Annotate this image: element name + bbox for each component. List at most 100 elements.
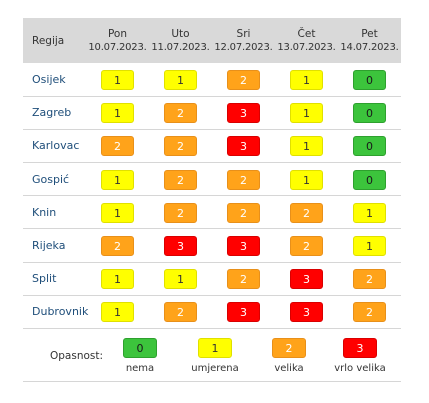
level-cell: 3 [212,129,275,164]
danger-level-badge: 2 [290,202,323,223]
region-column-header: Regija [32,34,65,47]
legend-item-high: 2 velika [254,338,324,374]
table-header-row: Regija Pon 10.07.2023. Uto 11.07.2023. Sri… [23,18,401,63]
danger-level-badge: 3 [227,236,260,257]
region-name[interactable]: Split [23,262,86,296]
danger-level-badge: 1 [164,269,197,290]
danger-level-badge: 2 [164,103,197,124]
danger-level-badge: 1 [290,136,323,157]
day-date: 13.07.2023. [277,41,336,53]
level-cell: 1 [149,63,212,97]
danger-level-badge: 0 [353,103,386,124]
level-cell: 0 [338,162,401,197]
region-name[interactable]: Knin [23,195,86,230]
table-row: Osijek 1 1 2 1 0 [23,63,401,97]
level-cell: 1 [86,295,149,330]
level-cell: 3 [212,228,275,263]
level-cell: 1 [338,228,401,263]
danger-level-badge: 2 [353,302,386,323]
danger-level-badge: 2 [164,302,197,323]
level-cell: 3 [212,96,275,130]
day-header-wed: Sri 12.07.2023. [212,18,275,63]
danger-level-badge: 2 [227,69,260,90]
danger-level-badge: 2 [101,236,134,257]
fire-danger-table-container: Regija Pon 10.07.2023. Uto 11.07.2023. Sri… [23,18,401,330]
table-row: Gospić 1 2 2 1 0 [23,162,401,197]
level-cell: 2 [149,162,212,197]
danger-level-badge: 3 [290,269,323,290]
danger-level-badge: 1 [101,69,134,90]
fire-danger-table: Regija Pon 10.07.2023. Uto 11.07.2023. Sri… [23,18,401,330]
legend-item-none: 0 nema [105,338,175,374]
day-name: Čet [297,27,316,40]
level-cell: 2 [212,162,275,197]
danger-level-badge: 3 [343,338,377,358]
level-cell: 1 [86,162,149,197]
region-name[interactable]: Dubrovnik [23,295,88,330]
legend-label: Opasnost: [50,350,104,362]
region-name[interactable]: Zagreb [23,96,86,130]
danger-level-badge: 2 [101,136,134,157]
level-cell: 1 [149,262,212,296]
region-name[interactable]: Rijeka [23,228,86,263]
level-cell: 3 [275,295,338,330]
legend-item-label: vrlo velika [334,363,386,374]
table-row: Rijeka 2 3 3 2 1 [23,228,401,263]
legend-item-label: velika [274,363,304,374]
danger-level-badge: 1 [101,269,134,290]
day-date: 12.07.2023. [214,41,273,53]
table-row: Dubrovnik 1 2 3 3 2 [23,295,401,330]
danger-level-badge: 0 [353,169,386,190]
level-cell: 2 [338,295,401,330]
level-cell: 1 [275,63,338,97]
level-cell: 2 [149,195,212,230]
legend-item-very-high: 3 vrlo velika [325,338,395,374]
level-cell: 2 [212,195,275,230]
region-name[interactable]: Karlovac [23,129,86,164]
day-header-mon: Pon 10.07.2023. [86,18,149,63]
level-cell: 2 [86,129,149,164]
danger-level-badge: 0 [123,338,157,358]
day-date: 14.07.2023. [340,41,399,53]
danger-level-badge: 2 [164,169,197,190]
danger-level-badge: 1 [101,169,134,190]
day-name: Pet [361,27,378,40]
level-cell: 2 [149,96,212,130]
level-cell: 2 [86,228,149,263]
danger-level-badge: 3 [227,302,260,323]
level-cell: 1 [86,262,149,296]
level-cell: 3 [212,295,275,330]
danger-level-badge: 3 [227,136,260,157]
legend-item-label: umjerena [191,363,239,374]
danger-level-badge: 1 [290,103,323,124]
danger-level-badge: 2 [164,136,197,157]
danger-level-badge: 0 [353,69,386,90]
day-header-tue: Uto 11.07.2023. [149,18,212,63]
level-cell: 0 [338,96,401,130]
day-header-thu: Čet 13.07.2023. [275,18,338,63]
danger-level-badge: 1 [290,169,323,190]
danger-level-badge: 1 [198,338,232,358]
region-name[interactable]: Gospić [23,162,86,197]
level-cell: 1 [275,129,338,164]
day-name: Sri [236,27,251,40]
danger-level-badge: 2 [227,202,260,223]
level-cell: 2 [338,262,401,296]
level-cell: 1 [86,63,149,97]
level-cell: 1 [275,162,338,197]
danger-level-badge: 1 [101,103,134,124]
region-name[interactable]: Osijek [23,63,86,97]
level-cell: 1 [275,96,338,130]
danger-level-badge: 2 [227,269,260,290]
danger-level-badge: 2 [164,202,197,223]
level-cell: 0 [338,63,401,97]
danger-level-badge: 0 [353,136,386,157]
day-header-fri: Pet 14.07.2023. [338,18,401,63]
level-cell: 3 [275,262,338,296]
legend-item-moderate: 1 umjerena [180,338,250,374]
table-row: Knin 1 2 2 2 1 [23,195,401,230]
day-name: Pon [107,27,128,40]
danger-level-badge: 3 [164,236,197,257]
danger-level-badge: 2 [353,269,386,290]
danger-legend: Opasnost: 0 nema 1 umjerena 2 velika 3 v… [23,330,401,382]
